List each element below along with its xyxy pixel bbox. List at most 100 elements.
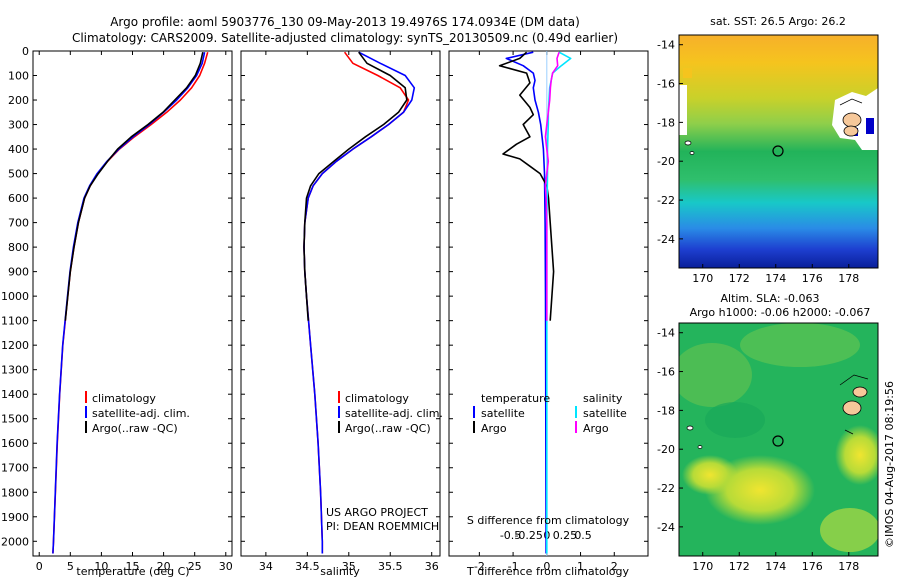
- legend-label-argo: Argo(..raw -QC): [92, 422, 178, 435]
- legend-header-temperature: temperature: [481, 392, 550, 405]
- depth-tick-label: 1800: [1, 486, 29, 499]
- x-tick-label: 0: [36, 560, 43, 573]
- series-line-argo-raw-qc-: [64, 52, 204, 321]
- x-tick-label: -2: [474, 560, 485, 573]
- depth-tick-label: 1100: [1, 315, 29, 328]
- depth-tick-label: 1300: [1, 364, 29, 377]
- pi-annotation: PI: DEAN ROEMMICH: [326, 520, 439, 533]
- depth-tick-label: 1400: [1, 388, 29, 401]
- s-diff-tick-label: -0.5: [500, 529, 521, 542]
- map-y-tick-label: -20: [657, 155, 675, 168]
- depth-tick-label: 800: [8, 241, 29, 254]
- depth-tick-label: 1200: [1, 339, 29, 352]
- map-x-tick-label: 174: [765, 272, 786, 285]
- series-line-t-satellite: [505, 51, 547, 554]
- depth-tick-label: 1500: [1, 413, 29, 426]
- x-tick-label: 20: [157, 560, 171, 573]
- legend-header-salinity: salinity: [583, 392, 623, 405]
- sla-map: Altim. SLA: -0.063 Argo h1000: -0.06 h20…: [657, 292, 879, 573]
- depth-tick-label: 0: [22, 45, 29, 58]
- sst-profile-marker: [772, 145, 784, 157]
- depth-tick-label: 1000: [1, 290, 29, 303]
- s-diff-tick-label: -0.25: [514, 529, 542, 542]
- island-fiji: [842, 112, 862, 128]
- sla-anomaly: [682, 455, 738, 495]
- map-y-tick-label: -16: [657, 366, 675, 379]
- map-y-tick-label: -22: [657, 194, 675, 207]
- sla-map-frame: [678, 322, 879, 557]
- sst-field: [679, 35, 878, 268]
- island-new-caledonia: [684, 140, 692, 146]
- island-new-caledonia: [689, 151, 695, 155]
- legend-label-satellite: satellite-adj. clim.: [92, 407, 190, 420]
- legend-label-t-satellite: satellite: [481, 407, 525, 420]
- x-tick-label: 35.5: [378, 560, 403, 573]
- legend-label-t-argo: Argo: [481, 422, 507, 435]
- depth-tick-label: 700: [8, 217, 29, 230]
- sla-map-subtitle: Argo h1000: -0.06 h2000: -0.067: [690, 306, 871, 319]
- legend-label-s-argo: Argo: [583, 422, 609, 435]
- island-fiji: [842, 400, 862, 416]
- difference-xlabel: T difference from climatology: [466, 565, 629, 578]
- sla-anomaly: [679, 343, 752, 407]
- depth-tick-label: 200: [8, 94, 29, 107]
- map-y-tick-label: -14: [657, 39, 675, 52]
- footer-credit: ©IMOS 04-Aug-2017 08:19:56: [883, 381, 896, 548]
- sla-profile-marker: [772, 435, 784, 447]
- island-new-caledonia: [686, 425, 694, 431]
- header-line1: Argo profile: aoml 5903776_130 09-May-20…: [110, 15, 580, 29]
- map-y-tick-label: -16: [657, 78, 675, 91]
- x-tick-label: 34: [259, 560, 273, 573]
- x-tick-label: 30: [219, 560, 233, 573]
- temperature-legend: climatology satellite-adj. clim. Argo(..…: [85, 391, 190, 435]
- depth-tick-label: 2000: [1, 535, 29, 548]
- x-tick-label: 34.5: [295, 560, 320, 573]
- x-tick-label: 1: [577, 560, 584, 573]
- sla-anomaly: [740, 323, 860, 367]
- temperature-panel: [32, 50, 233, 557]
- depth-tick-label: 900: [8, 266, 29, 279]
- sst-mask: [683, 68, 692, 78]
- salinity-legend: climatology satellite-adj. clim. Argo(..…: [326, 391, 443, 533]
- s-diff-tick-label: 0.25: [553, 529, 578, 542]
- map-y-tick-label: -22: [657, 482, 675, 495]
- series-line-s-argo: [544, 51, 560, 321]
- map-y-tick-label: -18: [657, 404, 675, 417]
- x-tick-label: -1: [508, 560, 519, 573]
- sst-mask: [679, 85, 687, 135]
- depth-tick-label: 600: [8, 192, 29, 205]
- sla-anomaly: [705, 402, 765, 438]
- sst-map: sat. SST: 26.5 Argo: 26.2 170 172 174 176 17…: [657, 15, 879, 285]
- sst-mask: [866, 118, 874, 134]
- depth-tick-label: 1700: [1, 462, 29, 475]
- x-tick-label: 35: [342, 560, 356, 573]
- sla-map-title: Altim. SLA: -0.063: [720, 292, 819, 305]
- temperature-xlabel: temperature (deg C): [76, 565, 189, 578]
- series-line-argo-raw-qc-: [303, 51, 408, 321]
- map-x-tick-label: 174: [765, 560, 786, 573]
- s-diff-tick-label: 0.5: [574, 529, 592, 542]
- x-tick-label: 36: [425, 560, 439, 573]
- sla-ticks: 170 172 174 176 178 -14 -16 -18 -20 -22 -24: [657, 327, 859, 573]
- map-x-tick-label: 178: [838, 560, 859, 573]
- series-layer: [52, 51, 572, 554]
- map-y-tick-label: -24: [657, 233, 675, 246]
- x-tick-label: 10: [94, 560, 108, 573]
- legend-label-climatology: climatology: [345, 392, 409, 405]
- map-y-tick-label: -14: [657, 327, 675, 340]
- salinity-xlabel: salinity: [320, 565, 360, 578]
- map-y-tick-label: -20: [657, 443, 675, 456]
- depth-tick-label: 100: [8, 70, 29, 83]
- x-tick-label: 2: [611, 560, 618, 573]
- map-x-tick-label: 170: [692, 560, 713, 573]
- depth-tick-label: 500: [8, 168, 29, 181]
- sst-map-frame: [678, 34, 879, 269]
- island-fiji: [843, 125, 859, 137]
- x-tick-label: 0: [543, 560, 550, 573]
- depth-tick-label: 1600: [1, 437, 29, 450]
- map-x-tick-label: 178: [838, 272, 859, 285]
- salinity-panel: [240, 50, 441, 557]
- depth-tick-label: 300: [8, 119, 29, 132]
- s-difference-title: S difference from climatology: [467, 514, 630, 527]
